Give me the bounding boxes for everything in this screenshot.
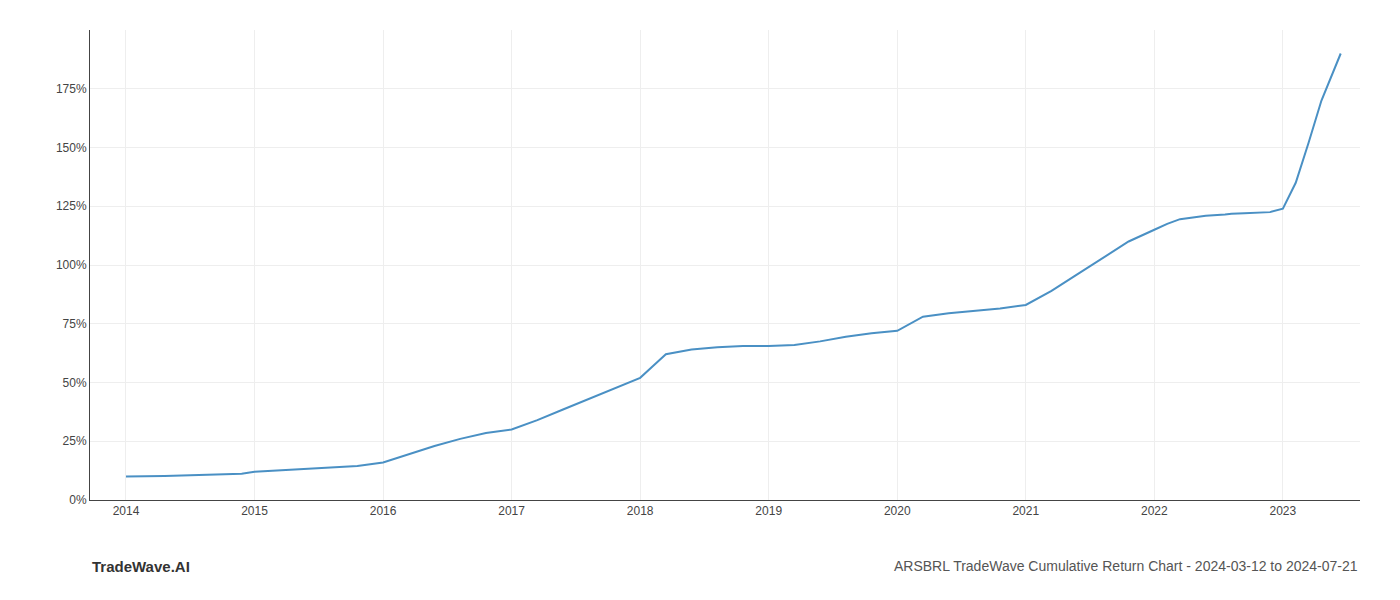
svg-text:ARSBRL TradeWave Cumulative Re: ARSBRL TradeWave Cumulative Return Chart… — [894, 558, 1358, 574]
svg-text:175%: 175% — [56, 82, 87, 96]
svg-text:2020: 2020 — [884, 504, 911, 518]
svg-text:100%: 100% — [56, 258, 87, 272]
svg-text:2019: 2019 — [755, 504, 782, 518]
svg-text:2021: 2021 — [1012, 504, 1039, 518]
svg-text:2016: 2016 — [370, 504, 397, 518]
svg-text:75%: 75% — [63, 317, 87, 331]
svg-text:2015: 2015 — [241, 504, 268, 518]
svg-text:2018: 2018 — [627, 504, 654, 518]
svg-text:125%: 125% — [56, 199, 87, 213]
svg-text:2017: 2017 — [498, 504, 525, 518]
svg-text:2014: 2014 — [113, 504, 140, 518]
svg-text:TradeWave.AI: TradeWave.AI — [92, 558, 190, 575]
svg-text:0%: 0% — [69, 493, 87, 507]
svg-text:50%: 50% — [63, 376, 87, 390]
svg-text:2022: 2022 — [1141, 504, 1168, 518]
svg-text:2023: 2023 — [1270, 504, 1297, 518]
svg-text:150%: 150% — [56, 141, 87, 155]
svg-text:25%: 25% — [63, 434, 87, 448]
